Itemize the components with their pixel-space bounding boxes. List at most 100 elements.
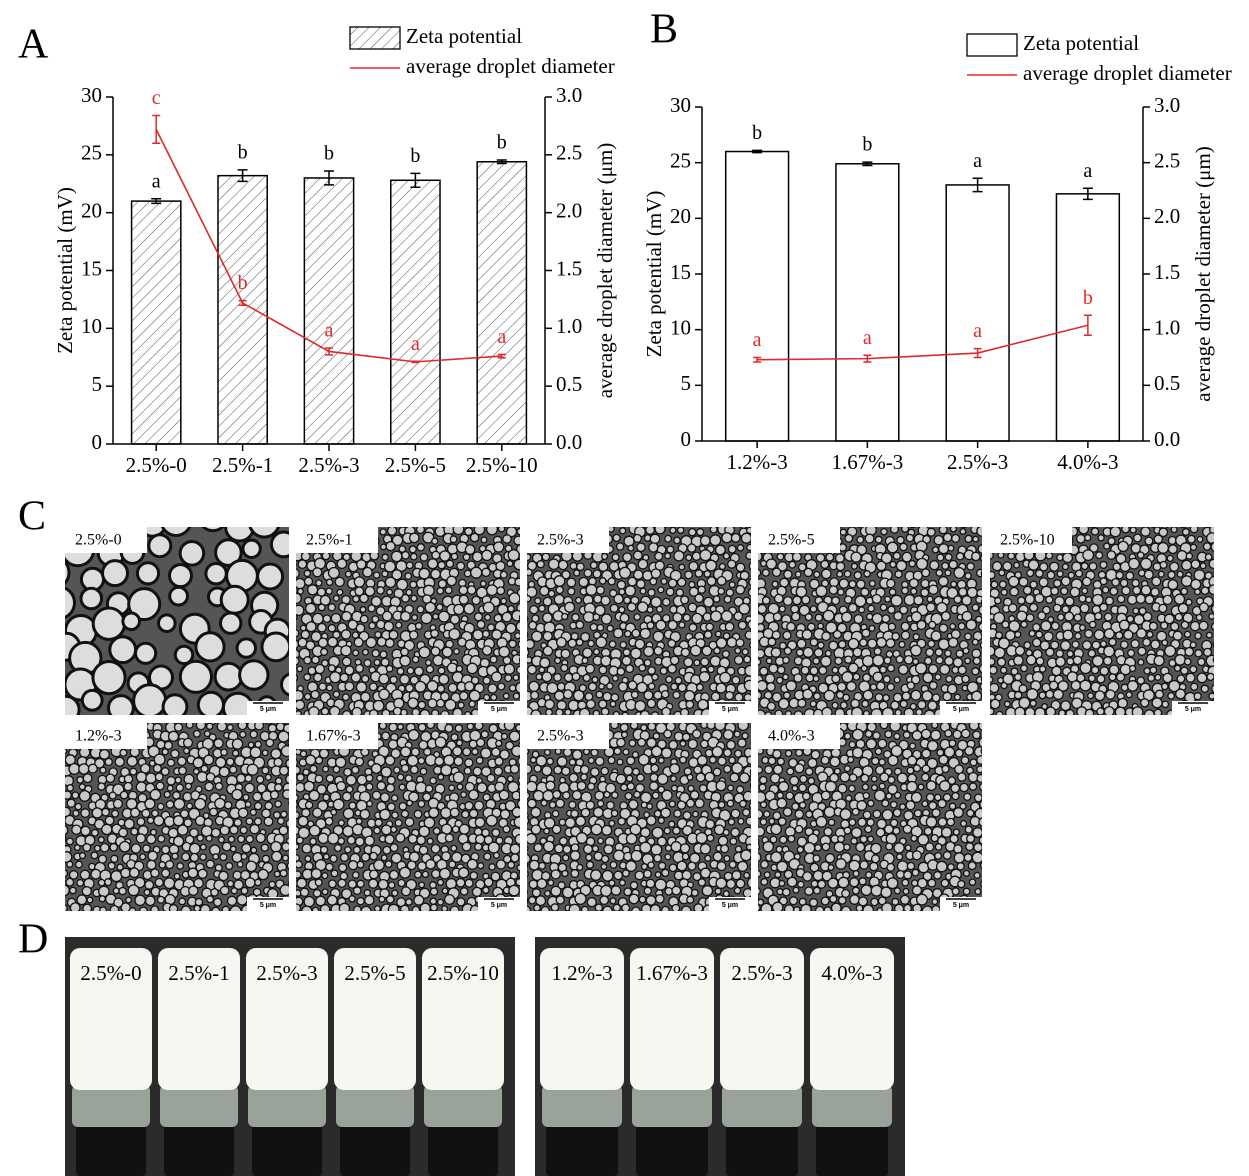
droplet <box>352 845 361 854</box>
droplet <box>533 842 543 853</box>
droplet <box>1189 665 1198 674</box>
droplet <box>723 854 731 863</box>
droplet <box>430 709 440 715</box>
droplet <box>307 666 317 676</box>
droplet <box>917 861 930 874</box>
droplet <box>820 755 830 765</box>
vial-glass <box>336 1085 414 1127</box>
droplet <box>424 601 437 614</box>
droplet <box>670 775 677 783</box>
droplet <box>649 533 661 545</box>
droplet <box>341 710 352 715</box>
droplet <box>318 682 327 692</box>
droplet <box>1079 603 1090 614</box>
significance-letter: a <box>863 327 872 349</box>
droplet <box>94 757 105 769</box>
droplet <box>589 767 600 777</box>
droplet <box>983 809 993 819</box>
droplet <box>851 728 864 741</box>
droplet <box>774 709 784 715</box>
droplet <box>1210 604 1214 614</box>
droplet <box>770 851 783 864</box>
droplet <box>145 772 157 784</box>
droplet <box>108 635 138 665</box>
droplet <box>232 870 242 880</box>
droplet <box>968 723 980 731</box>
droplet <box>623 535 635 547</box>
droplet <box>188 842 201 855</box>
droplet <box>576 780 587 791</box>
significance-letter: b <box>238 272 248 294</box>
droplet <box>482 601 495 614</box>
droplet <box>280 745 289 758</box>
droplet <box>527 798 537 809</box>
droplet <box>473 800 485 811</box>
droplet <box>981 715 988 722</box>
droplet <box>480 766 492 777</box>
droplet <box>564 708 572 715</box>
droplet <box>931 723 939 729</box>
droplet <box>249 917 255 923</box>
droplet <box>507 605 515 613</box>
droplet <box>419 552 429 562</box>
droplet <box>332 594 340 602</box>
droplet <box>960 527 968 529</box>
droplet <box>733 730 741 738</box>
droplet <box>657 756 665 764</box>
droplet <box>786 876 798 888</box>
droplet <box>368 682 378 692</box>
droplet <box>927 663 939 675</box>
droplet <box>296 628 300 638</box>
droplet <box>113 912 124 923</box>
droplet <box>983 520 990 527</box>
droplet <box>790 915 799 924</box>
droplet <box>880 516 888 524</box>
droplet <box>322 614 332 624</box>
droplet <box>630 690 639 699</box>
droplet <box>582 647 593 659</box>
droplet <box>942 532 953 543</box>
droplet <box>502 534 512 544</box>
droplet <box>504 800 517 812</box>
droplet <box>654 878 667 891</box>
droplet <box>514 833 520 845</box>
droplet <box>938 543 950 555</box>
droplet <box>910 689 922 701</box>
droplet <box>889 818 899 828</box>
droplet <box>303 656 312 665</box>
droplet <box>1078 594 1087 603</box>
droplet <box>1171 517 1180 526</box>
droplet <box>979 518 986 525</box>
droplet <box>419 902 431 911</box>
scale-label: 5 μm <box>722 706 738 713</box>
droplet <box>600 766 610 776</box>
droplet <box>473 527 486 536</box>
droplet <box>874 692 884 702</box>
droplet <box>452 771 465 784</box>
droplet <box>454 724 464 733</box>
y2-axis-title: average droplet diameter (μm) <box>593 143 617 399</box>
droplet <box>540 905 550 911</box>
vial-emulsion <box>246 948 328 1090</box>
scale-box <box>940 897 982 911</box>
droplet <box>1029 699 1037 707</box>
droplet <box>216 723 228 732</box>
droplet <box>714 630 722 638</box>
droplet <box>182 791 193 802</box>
droplet <box>844 655 853 664</box>
droplet <box>189 827 199 838</box>
droplet <box>783 569 793 580</box>
droplet <box>991 527 997 528</box>
droplet <box>237 723 248 731</box>
droplet <box>405 898 413 906</box>
droplet <box>793 906 801 911</box>
droplet <box>1045 551 1054 560</box>
droplet <box>885 792 893 800</box>
droplet <box>959 802 967 810</box>
droplet <box>741 808 751 817</box>
droplet <box>1074 527 1079 528</box>
droplet <box>1067 571 1075 579</box>
droplet <box>351 631 360 639</box>
droplet <box>80 723 84 724</box>
droplet <box>535 673 543 681</box>
